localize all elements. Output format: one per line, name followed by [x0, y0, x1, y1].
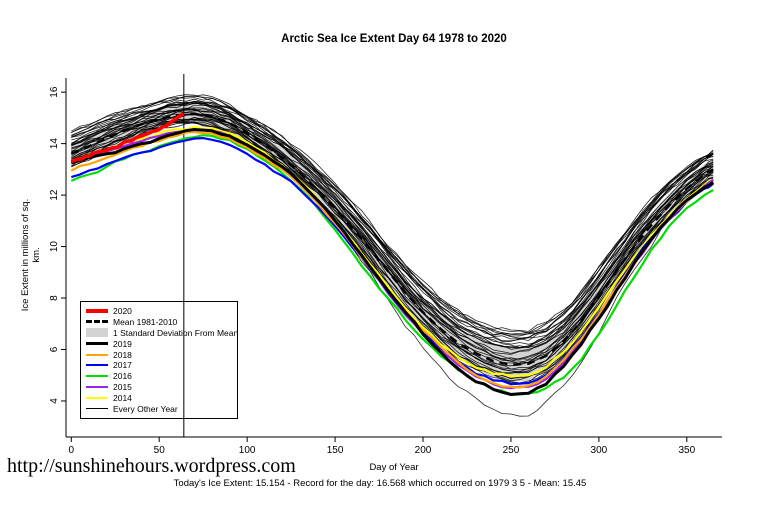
series-2020: [70, 112, 185, 164]
legend-swatch-line: [86, 397, 108, 399]
legend-swatch-line: [86, 309, 108, 313]
x-tick-label: 350: [678, 445, 695, 456]
legend-swatch-line: [86, 364, 108, 367]
legend-swatch-line: [86, 353, 108, 356]
legend-label: 2018: [113, 349, 132, 360]
x-axis-label: Day of Year: [369, 462, 419, 473]
year-line: [71, 102, 714, 349]
legend-swatch-line: [86, 386, 108, 389]
legend-item: 2020: [86, 306, 232, 316]
legend-item: 2019: [86, 339, 232, 349]
x-tick-label: 250: [503, 445, 520, 456]
legend-item: 1 Standard Deviation From Mean: [86, 328, 238, 338]
y-axis-label: Ice Extent in millions of sq. km.: [20, 198, 42, 312]
legend-label: 2020: [113, 306, 132, 316]
legend-swatch-line: [86, 342, 108, 346]
y-tick-label: 4: [49, 398, 60, 404]
legend-swatch-line: [86, 320, 108, 324]
x-tick-label: 300: [591, 445, 608, 456]
year-line: [71, 118, 714, 417]
legend-item: 2018: [86, 350, 232, 360]
legend-item: 2016: [86, 371, 232, 381]
legend-swatch-line: [86, 408, 108, 410]
x-tick-label: 200: [415, 445, 432, 456]
y-tick-label: 14: [49, 138, 60, 150]
legend-item: 2014: [86, 393, 232, 403]
y-tick-label: 10: [49, 241, 60, 253]
y-tick-label: 8: [49, 295, 60, 301]
legend-label: 2019: [113, 338, 132, 349]
legend-label: 2017: [113, 360, 132, 371]
legend-item: 2017: [86, 360, 232, 370]
chart-title: Arctic Sea Ice Extent Day 64 1978 to 202…: [281, 33, 507, 45]
legend: 2020 Mean 1981-2010 1 Standard Deviation F…: [80, 301, 238, 419]
x-tick-label: 100: [239, 445, 256, 456]
series-2016: [70, 134, 714, 396]
legend-label: 2015: [113, 382, 132, 393]
legend-item: 2015: [86, 382, 232, 392]
y-tick-label: 6: [49, 346, 60, 352]
series-2014: [71, 125, 714, 378]
year-line: [71, 102, 714, 349]
legend-label: Every Other Year: [113, 403, 178, 414]
year-line: [71, 94, 714, 336]
year-line: [71, 101, 714, 348]
x-tick-label: 150: [327, 445, 344, 456]
legend-item: Mean 1981-2010: [86, 317, 232, 327]
legend-swatch-box: [86, 328, 108, 338]
year-line: [71, 107, 714, 349]
x-tick-label: 0: [68, 445, 74, 456]
series-2019: [70, 128, 715, 396]
legend-swatch-line: [86, 375, 108, 378]
status-line: Today's Ice Extent: 15.154 - Record for …: [173, 478, 587, 489]
x-tick-label: 50: [154, 445, 166, 456]
legend-label: 2014: [113, 393, 132, 403]
y-tick-label: 16: [49, 86, 60, 98]
legend-label: 1 Standard Deviation From Mean: [113, 327, 239, 338]
year-line: [71, 108, 714, 364]
legend-label: Mean 1981-2010: [113, 316, 178, 327]
y-tick-label: 12: [49, 189, 60, 201]
legend-item: Every Other Year: [86, 404, 232, 414]
watermark-url: http://sunshinehours.wordpress.com: [7, 455, 296, 477]
legend-label: 2016: [113, 371, 132, 382]
